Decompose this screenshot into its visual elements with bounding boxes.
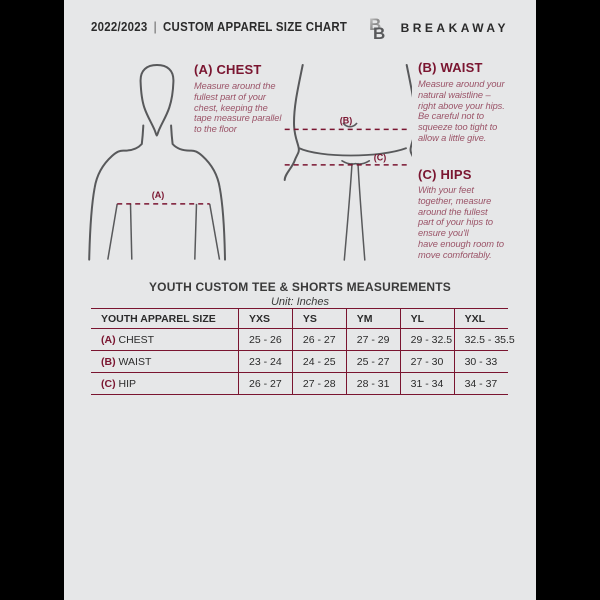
svg-text:(A): (A) — [152, 190, 165, 200]
svg-text:(C): (C) — [374, 152, 387, 162]
svg-text:(B): (B) — [340, 115, 353, 125]
svg-text:B: B — [373, 24, 385, 42]
